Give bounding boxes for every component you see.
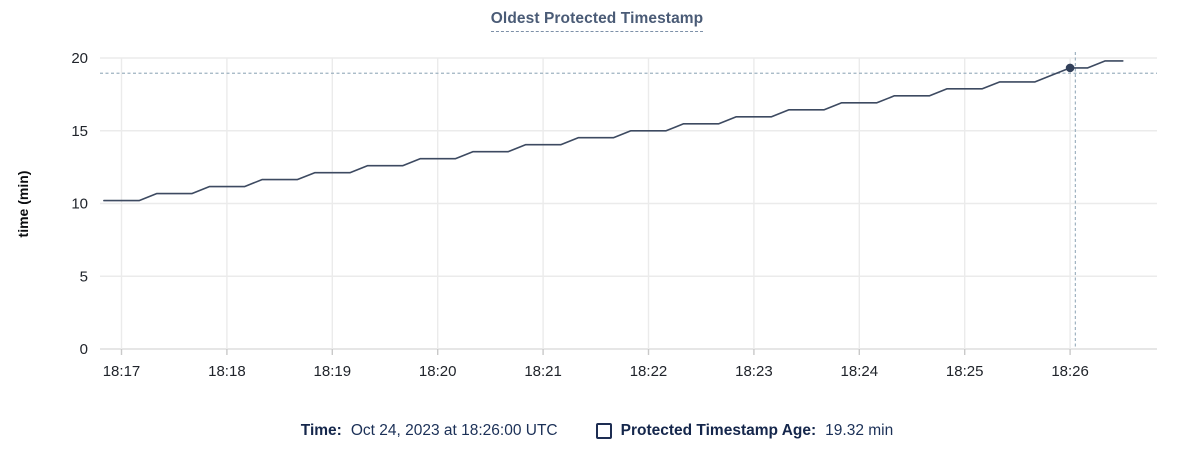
y-tick-label: 0 <box>80 341 88 358</box>
x-tick-label: 18:22 <box>630 363 668 380</box>
series-line-protected-timestamp-age <box>103 60 1124 202</box>
crosshair <box>100 52 1157 349</box>
series-checkbox[interactable] <box>595 423 612 439</box>
legend-series-label: Protected Timestamp Age: <box>620 422 817 439</box>
chart-title-row: Oldest Protected Timestamp <box>0 10 1194 32</box>
legend-series-toggle[interactable]: Protected Timestamp Age: 19.32 min <box>595 422 894 440</box>
y-axis-title: time (min) <box>15 171 31 238</box>
chart-title[interactable]: Oldest Protected Timestamp <box>490 10 704 32</box>
x-grid-and-labels: 18:17 18:18 18:19 18:20 18:21 18:22 18:23 18:24… <box>103 58 1089 380</box>
y-grid-and-labels: 0 5 10 15 20 <box>71 50 1157 358</box>
y-axis-title: time (min) <box>15 171 31 238</box>
y-tick-label: 5 <box>80 268 88 285</box>
x-tick-label: 18:26 <box>1051 363 1089 380</box>
y-tick-label: 20 <box>71 50 88 67</box>
chart-legend: Time: Oct 24, 2023 at 18:26:00 UTC Prote… <box>0 419 1194 443</box>
x-tick-label: 18:24 <box>841 363 879 380</box>
x-tick-label: 18:18 <box>208 363 246 380</box>
x-tick-label: 18:19 <box>314 363 352 380</box>
x-tick-label: 18:20 <box>419 363 457 380</box>
line-chart[interactable]: 0 5 10 15 20 18:17 18:18 18:19 18:20 18:21 18:22 18… <box>0 0 1194 412</box>
x-tick-label: 18:25 <box>946 363 984 380</box>
x-tick-label: 18:17 <box>103 363 141 380</box>
legend-time-label: Time: <box>300 422 342 439</box>
y-tick-label: 15 <box>71 123 88 140</box>
x-tick-label: 18:21 <box>524 363 562 380</box>
legend-series-value: 19.32 min <box>825 422 894 439</box>
y-tick-label: 10 <box>71 196 88 213</box>
legend-time-value: Oct 24, 2023 at 18:26:00 UTC <box>350 422 558 439</box>
x-tick-label: 18:23 <box>735 363 773 380</box>
hover-data-point[interactable] <box>1065 63 1075 73</box>
series <box>103 60 1124 202</box>
